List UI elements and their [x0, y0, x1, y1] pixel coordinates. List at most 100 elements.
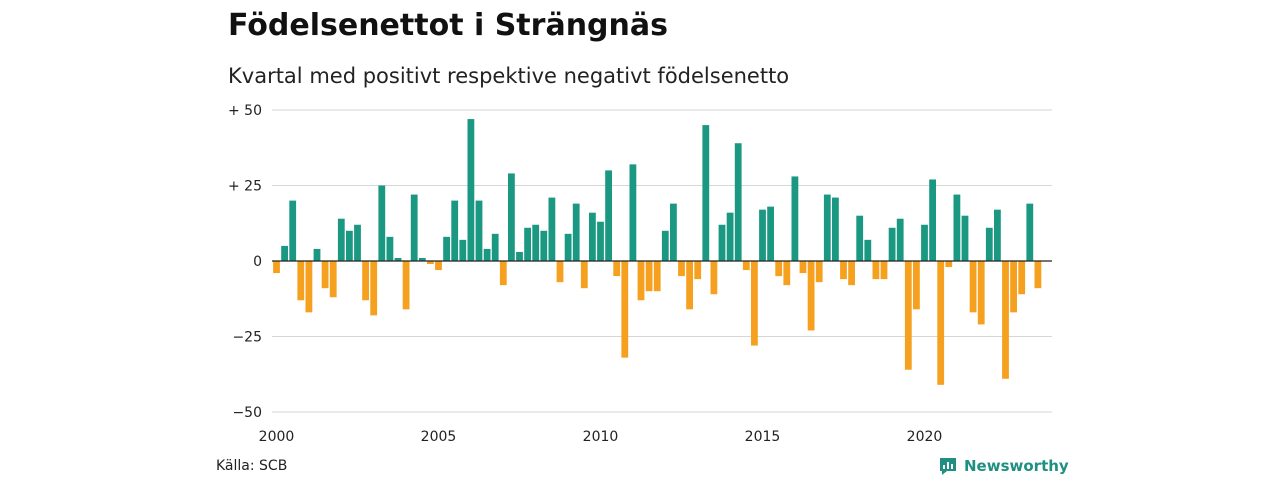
bar	[694, 261, 702, 280]
bar	[580, 261, 588, 289]
x-tick-label: 2005	[421, 429, 457, 445]
bar	[840, 261, 847, 280]
bar	[329, 261, 337, 298]
bar	[872, 261, 880, 280]
bar	[394, 257, 402, 261]
bar	[904, 261, 912, 370]
bar	[645, 261, 653, 292]
bar	[945, 261, 953, 268]
bar	[1018, 261, 1026, 295]
bar	[864, 239, 872, 261]
bar	[354, 224, 361, 261]
bar	[605, 170, 612, 261]
bar	[499, 261, 507, 286]
bar	[459, 239, 467, 261]
bar	[913, 261, 920, 310]
bar	[564, 233, 572, 261]
y-tick-label: −25	[232, 330, 262, 346]
bar	[670, 203, 677, 261]
bar	[661, 230, 669, 261]
bar	[888, 227, 896, 261]
brand-name: Newsworthy	[964, 457, 1069, 475]
bar	[1010, 261, 1017, 313]
bar	[321, 261, 329, 289]
bar	[289, 200, 297, 261]
bar	[418, 257, 426, 261]
bar	[783, 261, 791, 286]
bar	[427, 261, 434, 265]
bar	[969, 261, 977, 313]
bar	[994, 209, 1001, 261]
source-label: Källa: SCB	[216, 458, 288, 474]
bar	[678, 261, 685, 277]
bar	[686, 261, 693, 310]
bar	[929, 179, 936, 261]
bar	[856, 215, 864, 261]
bar	[734, 143, 742, 261]
bar	[516, 251, 523, 261]
y-tick-label: −50	[232, 405, 262, 421]
bar	[759, 209, 766, 261]
bar	[921, 224, 928, 261]
bar	[767, 206, 774, 261]
bar	[815, 261, 823, 283]
bar	[337, 218, 345, 261]
bar	[775, 261, 783, 277]
bar	[702, 125, 710, 261]
bar	[832, 197, 839, 261]
bar	[378, 185, 386, 261]
bar	[597, 221, 604, 261]
bar	[589, 212, 596, 261]
x-tick-label: 2020	[907, 429, 943, 445]
bar	[451, 200, 459, 261]
y-tick-label: + 25	[228, 179, 262, 195]
bar	[281, 245, 288, 261]
bar	[386, 236, 394, 261]
newsworthy-logo-icon	[940, 458, 956, 475]
y-tick-label: 0	[253, 254, 262, 270]
bar	[548, 197, 556, 261]
bar	[896, 218, 904, 261]
bar	[621, 261, 629, 358]
bar	[532, 224, 540, 261]
chart-subtitle: Kvartal med positivt respektive negativt…	[228, 64, 790, 88]
bar	[710, 261, 718, 295]
bar	[953, 194, 961, 261]
bar	[961, 215, 969, 261]
bar	[807, 261, 815, 331]
bar	[985, 227, 993, 261]
bar	[313, 248, 321, 261]
x-tick-label: 2000	[259, 429, 295, 445]
bar	[362, 261, 369, 301]
bar	[977, 261, 985, 325]
bar	[346, 230, 353, 261]
bar	[508, 173, 515, 261]
bar	[475, 200, 483, 261]
bar	[637, 261, 645, 301]
bar	[540, 230, 548, 261]
bar	[435, 261, 442, 271]
bar	[613, 261, 621, 277]
bar	[791, 176, 799, 261]
bar	[556, 261, 564, 283]
bar	[273, 261, 280, 274]
bar	[370, 261, 378, 316]
bar	[483, 248, 491, 261]
bar	[410, 194, 418, 261]
bar	[1002, 261, 1009, 379]
bar	[880, 261, 888, 280]
bar	[443, 236, 450, 261]
x-tick-label: 2015	[745, 429, 781, 445]
bar	[726, 212, 734, 261]
newsworthy-logo: Newsworthy	[938, 456, 1069, 476]
x-tick-label: 2010	[583, 429, 619, 445]
bar	[742, 261, 750, 271]
bar	[799, 261, 807, 274]
y-tick-label: + 50	[228, 103, 262, 119]
chart-title: Födelsenettot i Strängnäs	[228, 8, 668, 43]
bar	[718, 224, 726, 261]
bar	[297, 261, 305, 301]
bar	[402, 261, 410, 310]
bar	[491, 233, 499, 261]
